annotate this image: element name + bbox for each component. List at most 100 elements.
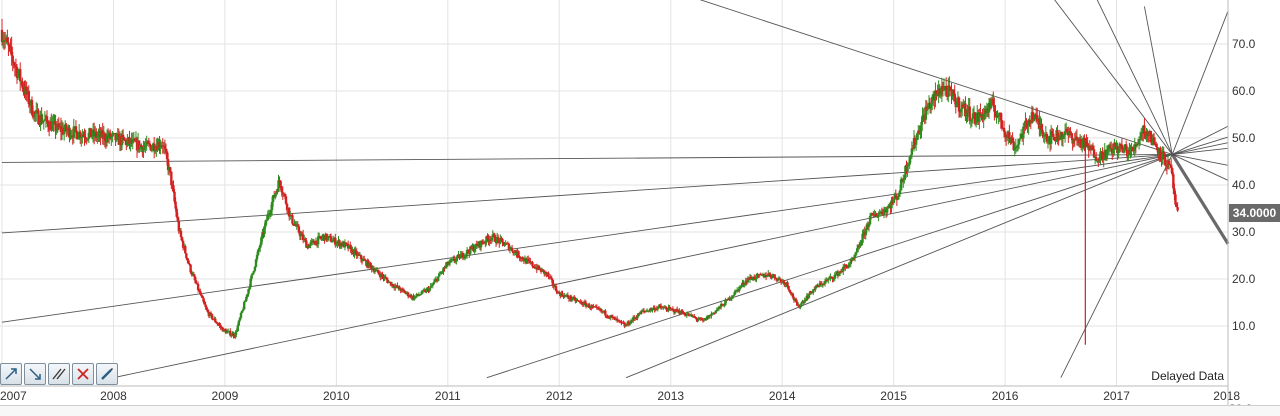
- candle-body: [615, 318, 619, 321]
- y-tick-label: 50.0: [1232, 131, 1256, 145]
- candle-body: [428, 288, 431, 292]
- candle-body: [939, 93, 942, 96]
- candle-body: [236, 325, 239, 332]
- candle-body: [97, 133, 100, 136]
- candle-body: [181, 240, 185, 248]
- candle-body: [195, 283, 199, 285]
- pencil-tool[interactable]: [96, 363, 118, 385]
- candle-body: [771, 275, 774, 278]
- candle-body: [137, 140, 141, 150]
- candle-body: [869, 214, 873, 217]
- candle-body: [76, 138, 80, 140]
- candle-body: [584, 302, 588, 307]
- candle-body: [353, 250, 356, 255]
- candle-body: [529, 260, 532, 263]
- candle-body: [547, 273, 550, 277]
- candle-body: [738, 286, 741, 291]
- candle-body: [145, 141, 148, 146]
- candle-body: [150, 147, 154, 151]
- candle-body: [271, 195, 275, 202]
- candle-body: [517, 251, 520, 258]
- candle-body: [305, 240, 308, 248]
- candle-body: [848, 264, 851, 266]
- candle-body: [463, 254, 467, 258]
- candle-body: [1028, 119, 1031, 123]
- gann-line: [1172, 125, 1229, 155]
- candle-body: [278, 180, 281, 182]
- candle-body: [595, 306, 598, 308]
- candle-body: [398, 286, 401, 290]
- candle-body: [582, 302, 586, 305]
- candle-body: [177, 220, 181, 232]
- candle-body: [908, 157, 911, 165]
- candle-body: [216, 323, 219, 325]
- navigator-strip[interactable]: [0, 405, 1280, 416]
- candle-body: [971, 113, 975, 119]
- candle-body: [147, 143, 151, 145]
- candle-body: [200, 294, 203, 296]
- candle-body: [152, 143, 156, 152]
- candle-body: [438, 273, 441, 277]
- candle-body: [1006, 136, 1009, 138]
- candle-body: [1137, 139, 1141, 144]
- candle-body: [164, 148, 168, 152]
- candle-body: [1066, 128, 1069, 133]
- candle-body: [658, 305, 662, 307]
- candle-body: [57, 123, 60, 128]
- candle-body: [795, 301, 799, 306]
- candle-body: [800, 302, 803, 306]
- candle-body: [369, 262, 372, 266]
- candle-body: [270, 201, 274, 211]
- candle-body: [537, 265, 541, 270]
- delayed-data-label: Delayed Data: [1151, 369, 1224, 383]
- candle-body: [499, 238, 502, 244]
- candle-body: [425, 289, 428, 293]
- candle-body: [514, 250, 517, 253]
- candle-body: [572, 297, 575, 300]
- candle-body: [319, 236, 322, 238]
- gann-line: [1172, 154, 1229, 181]
- pencil-icon: [101, 368, 113, 380]
- candle-body: [853, 254, 857, 258]
- candle-body: [413, 296, 416, 300]
- candle-body: [1101, 151, 1104, 161]
- candle-body: [667, 307, 670, 311]
- candle-body: [622, 322, 625, 324]
- candle-body: [165, 151, 169, 160]
- candle-body: [651, 308, 654, 311]
- candle-body: [1112, 149, 1115, 153]
- candle-body: [1129, 150, 1132, 155]
- candle-body: [1008, 132, 1011, 139]
- trendline-up-tool[interactable]: [0, 363, 22, 385]
- candle-body: [235, 331, 238, 333]
- candle-body: [214, 318, 217, 322]
- candle-body: [274, 193, 277, 198]
- candle-body: [693, 316, 696, 318]
- candle-body: [496, 237, 500, 240]
- trendline-down-tool[interactable]: [24, 363, 46, 385]
- candle-body: [1062, 135, 1066, 137]
- candle-body: [19, 69, 22, 82]
- candle-body: [158, 142, 161, 148]
- candle-body: [886, 208, 889, 213]
- candle-body: [1043, 135, 1046, 137]
- gann-line: [1172, 147, 1229, 155]
- candle-body: [740, 285, 743, 287]
- delete-drawings-tool[interactable]: [72, 363, 94, 385]
- candle-body: [632, 317, 635, 321]
- gann-fan-lines: [1, 0, 1230, 379]
- candle-body: [678, 310, 681, 314]
- candle-body: [1063, 131, 1067, 136]
- candle-body: [574, 297, 577, 302]
- candle-body: [510, 247, 514, 252]
- parallel-lines-tool[interactable]: [48, 363, 70, 385]
- candle-body: [1161, 151, 1164, 160]
- candle-body: [644, 311, 648, 313]
- candle-body: [604, 310, 607, 316]
- candle-body: [244, 300, 247, 303]
- candle-body: [414, 296, 417, 298]
- candle-body: [432, 282, 436, 285]
- candle-body: [301, 234, 305, 241]
- candle-body: [788, 289, 791, 292]
